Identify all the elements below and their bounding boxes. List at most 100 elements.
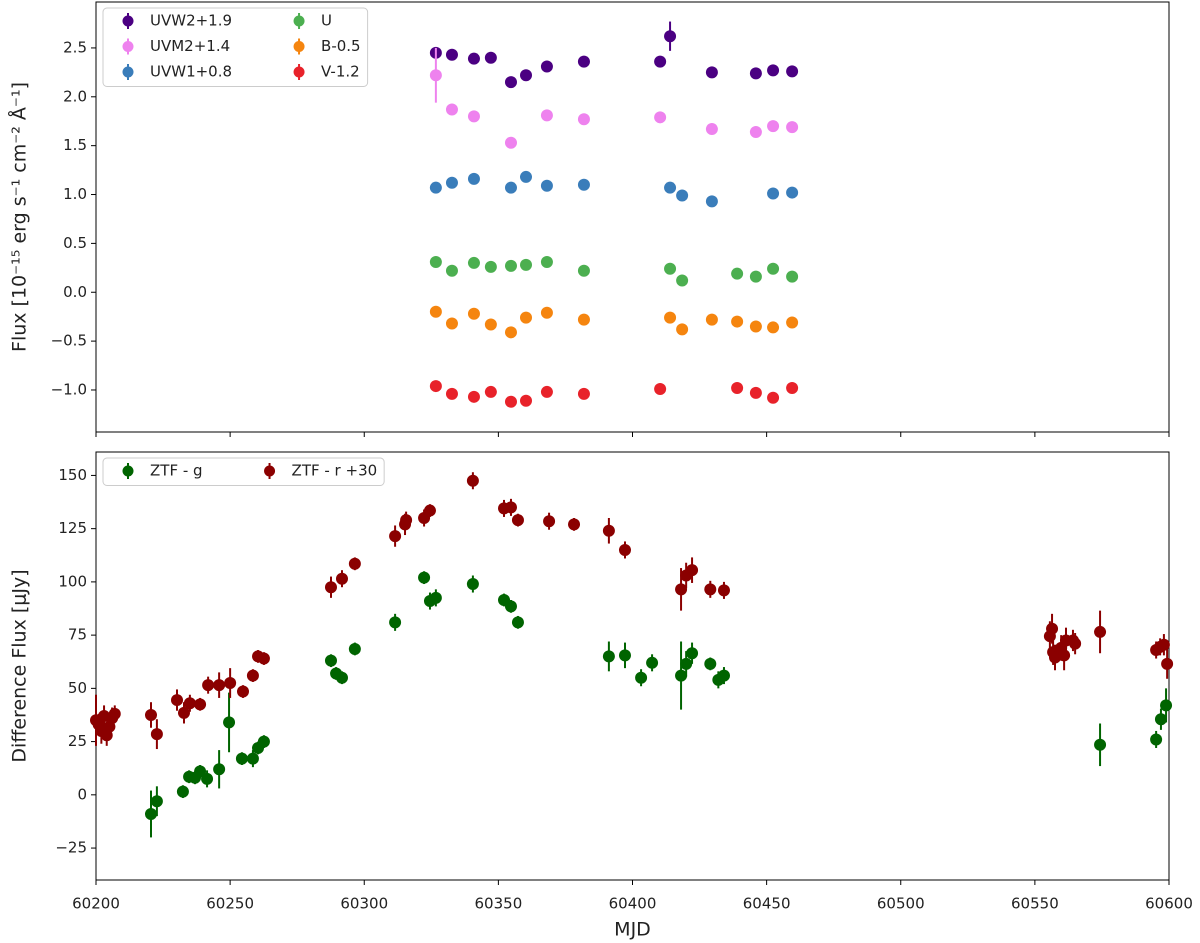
data-point: [348, 557, 361, 570]
data-point: [1150, 733, 1163, 746]
data-point: [177, 706, 190, 719]
data-point: [767, 321, 780, 334]
data-point: [664, 181, 677, 194]
data-point: [704, 657, 717, 670]
data-point: [675, 669, 688, 682]
data-point: [400, 514, 413, 527]
data-point: [467, 52, 480, 65]
data-point: [731, 267, 744, 280]
data-point: [445, 264, 458, 277]
data-point: [467, 172, 480, 185]
data-point: [749, 125, 762, 138]
data-point: [654, 55, 667, 68]
y-tick-label: −0.5: [51, 332, 87, 350]
data-point: [235, 752, 248, 765]
data-point: [520, 311, 533, 324]
data-point: [445, 176, 458, 189]
data-point: [1160, 699, 1173, 712]
data-point: [680, 657, 693, 670]
data-point: [577, 313, 590, 326]
legend-label: V-1.2: [321, 63, 360, 81]
data-point: [540, 385, 553, 398]
data-point: [577, 55, 590, 68]
y-tick-label: 150: [58, 466, 87, 484]
y-tick-label: 75: [68, 626, 87, 644]
data-point: [676, 274, 689, 287]
data-point: [224, 677, 237, 690]
data-point: [646, 656, 659, 669]
data-point: [635, 671, 648, 684]
data-point: [183, 697, 196, 710]
data-point: [1058, 649, 1071, 662]
data-point: [749, 67, 762, 80]
data-point: [418, 571, 431, 584]
data-point: [786, 270, 799, 283]
legend-label: UVM2+1.4: [150, 37, 230, 55]
x-tick-label: 60200: [72, 895, 120, 913]
data-point: [213, 763, 226, 776]
data-point: [429, 380, 442, 393]
legend-marker: [122, 66, 134, 78]
legend-frame: [102, 457, 385, 486]
data-point: [749, 386, 762, 399]
data-point: [664, 30, 677, 43]
data-point: [257, 652, 270, 665]
data-point: [654, 383, 667, 395]
data-point: [176, 785, 189, 798]
data-point: [324, 654, 337, 667]
data-point: [504, 395, 517, 408]
legend-label: ZTF - g: [150, 462, 203, 480]
data-point: [335, 572, 348, 585]
data-point: [686, 647, 699, 660]
x-tick-label: 60250: [206, 895, 254, 913]
data-point: [150, 728, 163, 741]
data-point: [704, 583, 717, 596]
data-point: [213, 679, 226, 692]
data-point: [705, 123, 718, 136]
data-point: [577, 387, 590, 400]
data-point: [749, 270, 762, 283]
data-point: [705, 195, 718, 208]
x-tick-label: 60500: [877, 895, 925, 913]
data-point: [445, 103, 458, 116]
data-point: [1094, 625, 1107, 638]
data-point: [1154, 713, 1167, 726]
legend-marker: [122, 41, 134, 52]
data-point: [731, 315, 744, 328]
data-point: [1157, 638, 1170, 651]
data-point: [1048, 651, 1061, 664]
y-tick-label: 1.0: [63, 185, 87, 203]
data-point: [540, 109, 553, 122]
data-point: [540, 255, 553, 268]
legend-marker: [264, 465, 276, 477]
y-tick-label: 0: [77, 785, 87, 803]
legend-label: B-0.5: [321, 37, 361, 55]
legend-marker: [293, 15, 305, 27]
data-point: [717, 584, 730, 597]
data-point: [602, 524, 615, 537]
data-point: [717, 669, 730, 682]
data-point: [467, 307, 480, 320]
data-point: [484, 51, 497, 64]
y-axis-label: Flux [10⁻¹⁵ erg s⁻¹ cm⁻² Å⁻¹]: [8, 82, 31, 352]
data-point: [504, 259, 517, 272]
x-tick-label: 60450: [743, 895, 791, 913]
data-point: [504, 326, 517, 339]
data-point: [144, 807, 157, 820]
data-point: [246, 669, 259, 682]
data-point: [429, 181, 442, 194]
y-tick-label: 100: [58, 572, 87, 590]
data-point: [705, 66, 718, 79]
data-point: [150, 795, 163, 808]
legend: UVW2+1.9 UVM2+1.4 UVW1+0.8 U B-0.5 V-1.2: [102, 7, 369, 87]
data-point: [466, 474, 479, 487]
legend-label: U: [321, 12, 332, 30]
y-tick-label: 50: [68, 679, 87, 697]
y-tick-label: 25: [68, 732, 87, 750]
data-point: [540, 306, 553, 319]
data-point: [543, 515, 556, 528]
legend-marker: [122, 15, 134, 27]
data-point: [504, 600, 517, 613]
data-point: [786, 65, 799, 78]
y-tick-label: 2.0: [63, 87, 87, 105]
